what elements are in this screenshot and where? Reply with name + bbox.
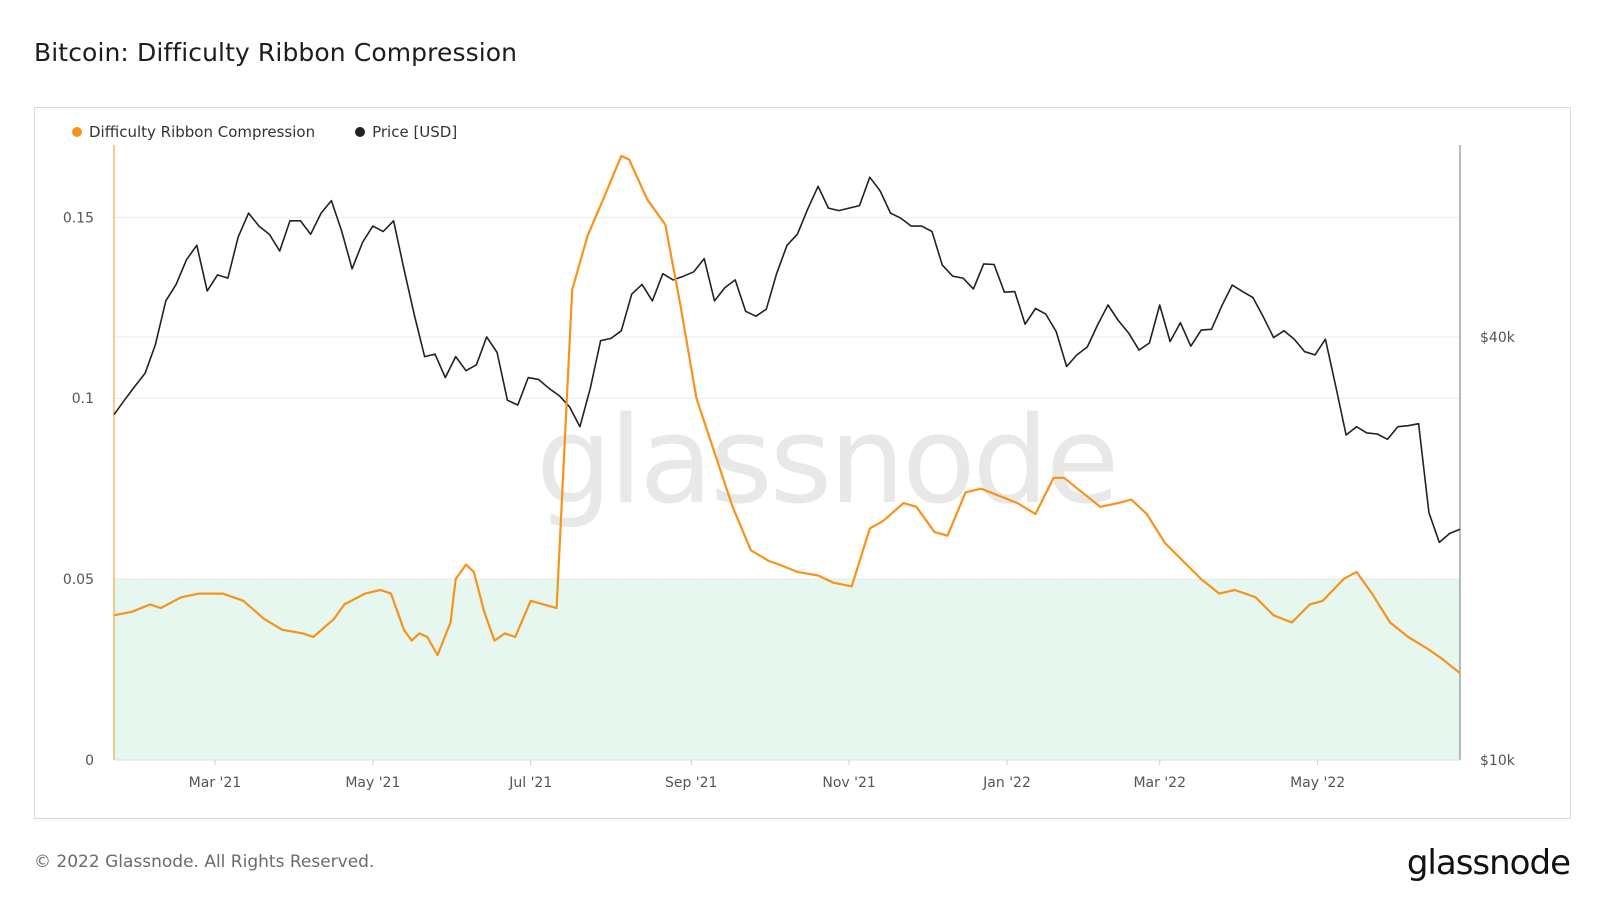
price-series-line bbox=[113, 176, 1461, 544]
x-tick-label: May '21 bbox=[345, 775, 400, 791]
x-tick-label: Jul '21 bbox=[508, 775, 552, 791]
x-tick-label: Nov '21 bbox=[822, 775, 875, 791]
legend-marker-price bbox=[355, 127, 366, 137]
y-right-tick-label: $10k bbox=[1480, 753, 1516, 769]
x-tick-label: Jan '22 bbox=[982, 775, 1031, 791]
y-left-tick-label: 0.15 bbox=[63, 210, 94, 226]
zone-layer bbox=[114, 578, 1460, 760]
y-left-tick-label: 0.05 bbox=[63, 572, 94, 588]
axis-layer: 0 0.05 0.1 0.15 $10k $40k Mar '21 May '21 Jul '2… bbox=[63, 145, 1516, 791]
legend-label-ribbon: Difficulty Ribbon Compression bbox=[89, 123, 316, 141]
x-tick-label: May '22 bbox=[1290, 775, 1345, 791]
y-left-tick-label: 0.1 bbox=[72, 391, 94, 407]
legend-marker-ribbon bbox=[72, 127, 82, 137]
compression-zone bbox=[114, 579, 1460, 760]
x-tick-label: Sep '21 bbox=[665, 775, 718, 791]
chart-legend: Difficulty Ribbon Compression Price [USD… bbox=[72, 123, 457, 141]
series-layer bbox=[113, 154, 1461, 675]
legend-item-price[interactable]: Price [USD] bbox=[355, 123, 457, 141]
x-tick-label: Mar '21 bbox=[189, 775, 242, 791]
x-tick-label: Mar '22 bbox=[1133, 775, 1186, 791]
page-title: Bitcoin: Difficulty Ribbon Compression bbox=[34, 38, 518, 67]
ribbon-series-line bbox=[113, 154, 1461, 675]
footer-copyright: © 2022 Glassnode. All Rights Reserved. bbox=[34, 852, 375, 872]
legend-label-price: Price [USD] bbox=[372, 123, 458, 141]
legend-item-ribbon[interactable]: Difficulty Ribbon Compression bbox=[72, 123, 315, 141]
y-left-tick-label: 0 bbox=[85, 753, 94, 769]
footer-logo[interactable]: glassnode bbox=[1406, 843, 1571, 883]
y-right-tick-label: $40k bbox=[1480, 330, 1516, 346]
